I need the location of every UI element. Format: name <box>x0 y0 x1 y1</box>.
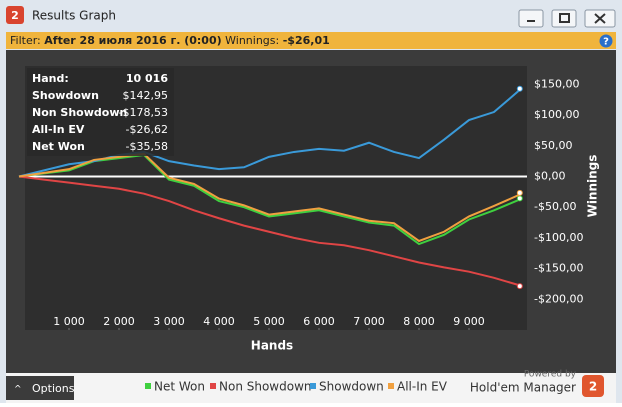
legend-swatch <box>388 383 394 389</box>
minimize-glyph <box>527 20 535 22</box>
legend-label: Showdown <box>319 380 384 394</box>
y-tick-label: -$100,00 <box>534 231 583 244</box>
plot: $150,00 $100,00 $50,00 $0,00 -$50,00 -$100,00… <box>18 77 583 330</box>
options-button[interactable] <box>6 376 74 400</box>
x-axis-label: Hands <box>251 339 293 353</box>
legend-label: Net Won <box>154 380 205 394</box>
tooltip-value: -$35,58 <box>126 140 168 153</box>
y-tick-label: $50,00 <box>534 139 573 152</box>
tooltip-value: 10 016 <box>126 72 168 85</box>
minimize-button[interactable] <box>518 9 544 28</box>
winnings-label: Winnings: <box>225 34 279 47</box>
tooltip-label: Non Showdown <box>32 106 127 119</box>
y-axis-label: Winnings <box>586 155 600 218</box>
options-caret: ^ <box>14 385 22 395</box>
app-icon-glyph: 2 <box>11 9 19 22</box>
brand: Hold'em Manager <box>470 381 576 395</box>
end-marker <box>516 283 523 290</box>
y-tick-label: $100,00 <box>534 108 580 121</box>
tooltip-box <box>27 68 174 156</box>
brand-logo-glyph: 2 <box>589 380 597 394</box>
x-tick-label: 3 000 <box>153 315 185 328</box>
window-buttons[interactable] <box>518 9 616 28</box>
legend-label: Non Showdown <box>219 380 312 394</box>
x-tick-label: 5 000 <box>253 315 285 328</box>
end-marker <box>516 85 523 92</box>
filter-bar-text: Filter: After 28 июля 2016 г. (0:00) Win… <box>10 34 330 47</box>
y-tick-label: $150,00 <box>534 77 580 90</box>
tooltip-label: Hand: <box>32 72 69 85</box>
y-tick-label: -$150,00 <box>534 262 583 275</box>
y-tick-label: $0,00 <box>534 170 566 183</box>
help-glyph: ? <box>603 37 609 48</box>
legend: Net Won Non Showdown Showdown All-In EV <box>145 380 448 394</box>
tooltip-value: -$26,62 <box>126 123 168 136</box>
series-line <box>18 152 521 243</box>
legend-swatch <box>145 383 151 389</box>
x-tick-label: 7 000 <box>353 315 385 328</box>
tooltip-label: Showdown <box>32 89 99 102</box>
maximize-button[interactable] <box>551 9 577 28</box>
x-tick-label: 1 000 <box>53 315 85 328</box>
powered-by: Powered by <box>524 370 577 380</box>
y-tick-label: -$200,00 <box>534 292 583 305</box>
x-tick-label: 8 000 <box>403 315 435 328</box>
filter-bar <box>6 32 616 49</box>
filter-label: Filter: <box>10 34 41 47</box>
maximize-glyph <box>559 13 570 23</box>
close-glyph <box>594 13 606 24</box>
x-tick-label: 6 000 <box>303 315 335 328</box>
winnings-value: -$26,01 <box>283 34 330 47</box>
legend-swatch <box>210 383 216 389</box>
y-tick-label: -$50,00 <box>534 200 576 213</box>
window-title: Results Graph <box>32 9 116 23</box>
end-marker <box>516 195 523 202</box>
series-line <box>18 153 521 246</box>
help-button[interactable] <box>599 34 613 48</box>
series-line <box>18 175 521 287</box>
legend-label: All-In EV <box>397 380 448 394</box>
x-tick-label: 2 000 <box>103 315 135 328</box>
filter-value: After 28 июля 2016 г. (0:00) <box>44 34 221 47</box>
tooltip-label: Net Won <box>32 140 85 153</box>
brand-logo <box>582 375 604 397</box>
tooltip-value: $142,95 <box>123 89 169 102</box>
tooltip-value: -$178,53 <box>119 106 168 119</box>
x-tick-label: 4 000 <box>203 315 235 328</box>
tooltip-label: All-In EV <box>32 123 85 136</box>
legend-swatch <box>310 383 316 389</box>
options-text: Options <box>32 382 75 395</box>
x-tick-label: 9 000 <box>453 315 485 328</box>
app-icon <box>6 6 24 24</box>
end-marker <box>516 189 523 196</box>
